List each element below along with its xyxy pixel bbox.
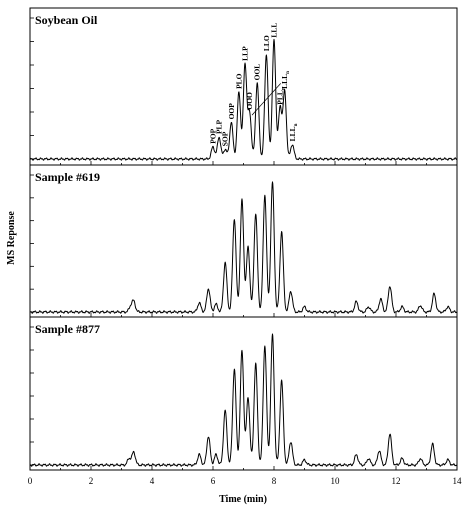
peak-label: LLL	[270, 23, 279, 38]
peak-label: PLP	[215, 119, 224, 134]
x-tick-label: 8	[272, 476, 277, 486]
peak-label: OOP	[227, 103, 236, 120]
axis-ticks	[29, 17, 458, 470]
x-tick-labels: 0 2 4 6 8 10 12 14	[28, 476, 462, 486]
x-tick-label: 4	[150, 476, 155, 486]
peak-label: PLLn	[276, 87, 287, 105]
panel-title-soybean: Soybean Oil	[35, 13, 98, 27]
peak-label: POP	[209, 128, 218, 143]
peak-label: PLO	[234, 73, 243, 89]
x-tick-label: 14	[453, 476, 463, 486]
chromatogram-trace-soybean	[29, 38, 458, 161]
x-tick-label: 2	[89, 476, 94, 486]
peak-label: LLP	[241, 46, 250, 61]
peak-label: LLLn	[288, 123, 299, 141]
x-axis-label: Time (min)	[219, 494, 267, 505]
peak-label: LLO	[262, 35, 271, 51]
y-axis-label: MS Reponse	[6, 211, 17, 265]
peak-label: OOO	[245, 92, 254, 110]
peak-label: OOL	[253, 64, 262, 81]
peak-leader-line	[251, 83, 281, 116]
peak-label: SOP	[221, 131, 230, 146]
x-tick-label: 10	[331, 476, 341, 486]
peak-labels: POPPLPSOPOOPPLOLLPOOOOOLLLOLLLPLLnLLLnLL…	[209, 23, 299, 147]
panel-title-619: Sample #619	[35, 170, 100, 184]
chromatogram-trace-877	[29, 333, 458, 467]
chromatogram-trace-619	[29, 181, 458, 314]
x-tick-label: 6	[211, 476, 216, 486]
panel-title-877: Sample #877	[35, 322, 100, 336]
x-tick-label: 0	[28, 476, 33, 486]
peak-label: LLLn	[280, 71, 291, 89]
x-tick-label: 12	[392, 476, 401, 486]
